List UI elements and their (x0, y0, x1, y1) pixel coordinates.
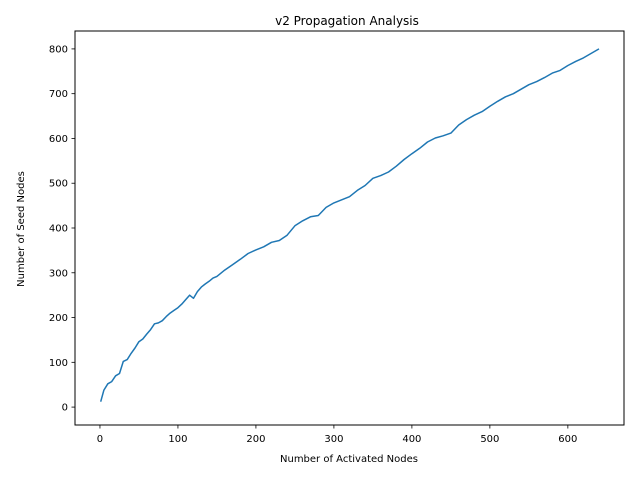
y-tick-label: 600 (49, 134, 68, 145)
x-axis-title: Number of Activated Nodes (280, 454, 418, 465)
y-tick-label: 700 (49, 89, 68, 100)
y-tick-label: 300 (49, 268, 68, 279)
y-tick-label: 500 (49, 179, 68, 190)
x-tick-label: 300 (324, 434, 343, 445)
y-tick-label: 800 (49, 44, 68, 55)
x-tick-label: 600 (558, 434, 577, 445)
x-tick-label: 200 (246, 434, 265, 445)
y-axis-title: Number of Seed Nodes (16, 171, 27, 287)
x-tick-label: 500 (480, 434, 499, 445)
chart-title: v2 Propagation Analysis (275, 14, 419, 28)
series-line-0 (99, 48, 600, 402)
y-tick-label: 100 (49, 358, 68, 369)
x-tick-label: 0 (97, 434, 103, 445)
x-tick-label: 400 (402, 434, 421, 445)
y-tick-label: 200 (49, 313, 68, 324)
y-tick-label: 400 (49, 224, 68, 235)
y-tick-label: 0 (62, 403, 68, 414)
plot-frame (74, 30, 625, 426)
x-tick-label: 100 (168, 434, 187, 445)
